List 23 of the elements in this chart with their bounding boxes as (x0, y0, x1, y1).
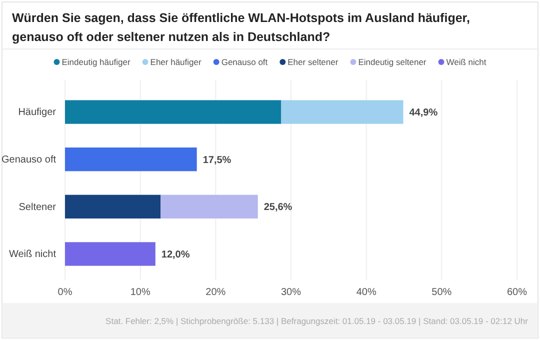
y-tick-label: Häufiger (18, 107, 57, 118)
legend-label: Weiß nicht (446, 56, 487, 67)
x-tick-label: 50% (432, 287, 452, 298)
total-label: 12,0% (161, 249, 190, 260)
legend-label: Eher seltener (288, 56, 338, 67)
legend-label: Genauso oft (221, 56, 268, 67)
legend-label: Eher häufiger (150, 56, 202, 67)
text: Stat. Fehler: 2,5% | Stichprobengröße: 5.133 | Befragungszeit: 01.05.19 - 03.05.19 | Stand: 03.05.19 - 02:12 Uhr (106, 316, 528, 326)
x-tick-label: 0% (58, 287, 72, 298)
chart-title: Würden Sie sagen, dass Sie öffentliche WLAN-Hotspots im Ausland häufiger, genauso oft oder seltener nutzen als in Deutschland? (12, 11, 470, 44)
x-tick-label: 20% (206, 287, 226, 298)
x-tick-label: 30% (280, 287, 302, 298)
legend-label: Eindeutig häufiger (62, 56, 130, 67)
legend-label: Eindeutig seltener (358, 56, 426, 67)
total-label: 44,9% (409, 108, 438, 119)
x-tick-label: 40% (356, 287, 376, 298)
total-label: 25,6% (264, 202, 292, 214)
x-tick-label: 10% (130, 287, 150, 298)
y-tick-label: Seltener (18, 202, 57, 213)
total-label: 17,5% (202, 154, 232, 166)
y-tick-label: Weiß nicht (8, 249, 56, 260)
x-tick-label: 60% (506, 287, 528, 298)
y-tick-label: Genauso oft (2, 154, 56, 166)
